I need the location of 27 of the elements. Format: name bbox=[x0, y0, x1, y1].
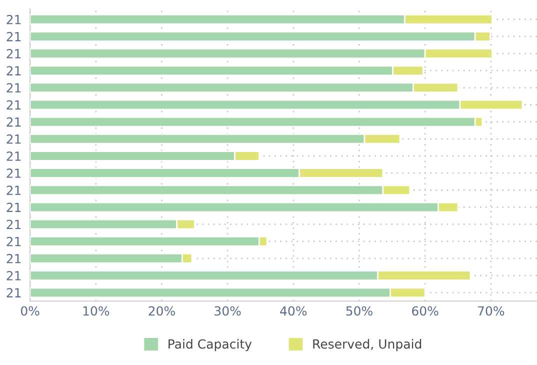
y-tick-label: 21 bbox=[6, 134, 21, 144]
y-tick-label: 21 bbox=[6, 151, 21, 161]
x-tick-label: 40% bbox=[280, 306, 307, 316]
x-tick-label: 50% bbox=[346, 306, 372, 316]
y-tick-label: 21 bbox=[6, 236, 21, 246]
x-tick-label: 0% bbox=[20, 306, 40, 316]
x-tick-label: 70% bbox=[478, 306, 504, 316]
y-tick-label: 21 bbox=[6, 168, 21, 178]
y-tick-label: 21 bbox=[6, 14, 21, 24]
y-tick-label: 21 bbox=[6, 48, 21, 58]
y-tick-label: 21 bbox=[6, 117, 21, 127]
x-tick-label: 30% bbox=[214, 306, 241, 316]
y-tick-label: 21 bbox=[6, 83, 21, 92]
y-tick-label: 21 bbox=[6, 270, 21, 280]
x-tick-label: 60% bbox=[412, 306, 438, 316]
y-tick-label: 21 bbox=[6, 66, 21, 76]
y-tick-label: 21 bbox=[6, 254, 21, 264]
x-tick-label: 20% bbox=[148, 306, 175, 316]
legend-label: Reserved, Unpaid bbox=[313, 339, 422, 352]
legend-label: Paid Capacity bbox=[168, 339, 252, 352]
y-tick-label: 21 bbox=[6, 32, 21, 42]
y-tick-label: 21 bbox=[6, 186, 21, 195]
y-tick-label: 21 bbox=[6, 202, 21, 212]
y-tick-label: 21 bbox=[6, 100, 21, 110]
y-tick-label: 21 bbox=[6, 220, 21, 230]
x-tick-label: 10% bbox=[83, 306, 110, 316]
y-tick-label: 21 bbox=[6, 288, 21, 298]
